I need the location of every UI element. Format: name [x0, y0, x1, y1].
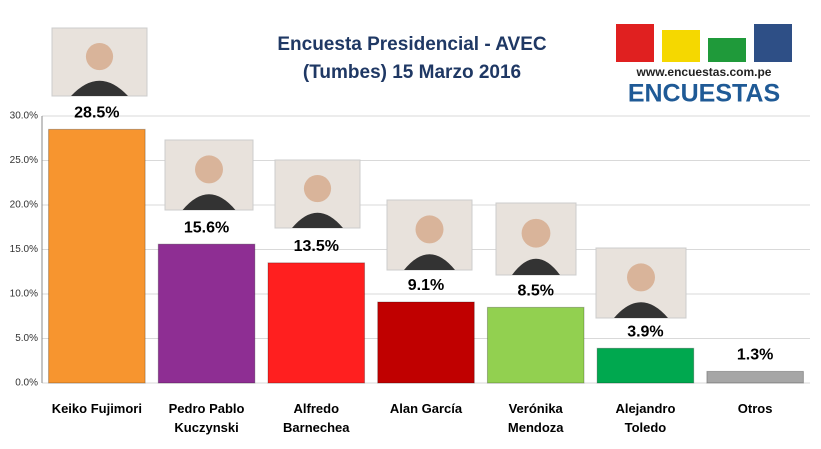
bar	[157, 243, 256, 384]
bar	[596, 347, 695, 384]
value-label: 15.6%	[184, 219, 229, 236]
y-tick-label: 15.0%	[10, 244, 38, 255]
photo-face	[627, 263, 655, 292]
value-label: 13.5%	[294, 238, 339, 255]
x-tick-label: Otros	[737, 401, 773, 416]
value-label: 9.1%	[408, 277, 444, 294]
x-tick-label: Verónika Mendoza	[507, 401, 564, 435]
chart-subtitle: (Tumbes) 15 Marzo 2016	[303, 62, 521, 83]
x-tick-label: Alfredo Barnechea	[283, 401, 350, 435]
y-tick-label: 25.0%	[10, 155, 38, 166]
value-label: 1.3%	[737, 347, 773, 364]
bar	[48, 128, 146, 384]
logo-url: www.encuestas.com.pe	[636, 65, 772, 79]
logo-block	[708, 38, 746, 62]
bar	[706, 370, 804, 384]
photo-body	[404, 254, 455, 270]
logo: www.encuestas.com.pe ENCUESTAS	[616, 24, 792, 108]
photo-face	[415, 215, 444, 244]
photo-face	[521, 218, 551, 248]
photo-body	[71, 80, 128, 96]
photo-body	[292, 212, 343, 228]
x-tick-label: Alejandro Toledo	[615, 401, 676, 435]
y-tick-label: 10.0%	[10, 289, 38, 300]
bar	[267, 262, 366, 384]
logo-block	[616, 24, 654, 62]
y-tick-label: 5.0%	[15, 333, 38, 344]
x-tick-label: Pedro Pablo Kuczynski	[168, 401, 245, 435]
logo-block	[662, 30, 700, 62]
value-label: 8.5%	[517, 283, 553, 300]
logo-block	[754, 24, 792, 62]
photo-body	[182, 194, 236, 210]
bar	[486, 306, 585, 384]
photo-body	[512, 258, 560, 275]
bar	[377, 301, 475, 384]
y-tick-label: 0.0%	[15, 378, 38, 389]
y-tick-label: 30.0%	[10, 111, 38, 122]
value-label: 3.9%	[627, 324, 663, 341]
x-tick-label: Keiko Fujimori	[51, 401, 142, 416]
photo-face	[303, 174, 332, 203]
x-tick-label: Alan García	[389, 401, 463, 416]
chart-title: Encuesta Presidencial - AVEC	[277, 34, 547, 55]
photo-body	[614, 302, 668, 318]
value-label: 28.5%	[74, 105, 119, 122]
photo-face	[85, 42, 114, 71]
photo-face	[195, 155, 223, 184]
logo-name: ENCUESTAS	[628, 80, 780, 108]
y-tick-label: 20.0%	[10, 200, 38, 211]
